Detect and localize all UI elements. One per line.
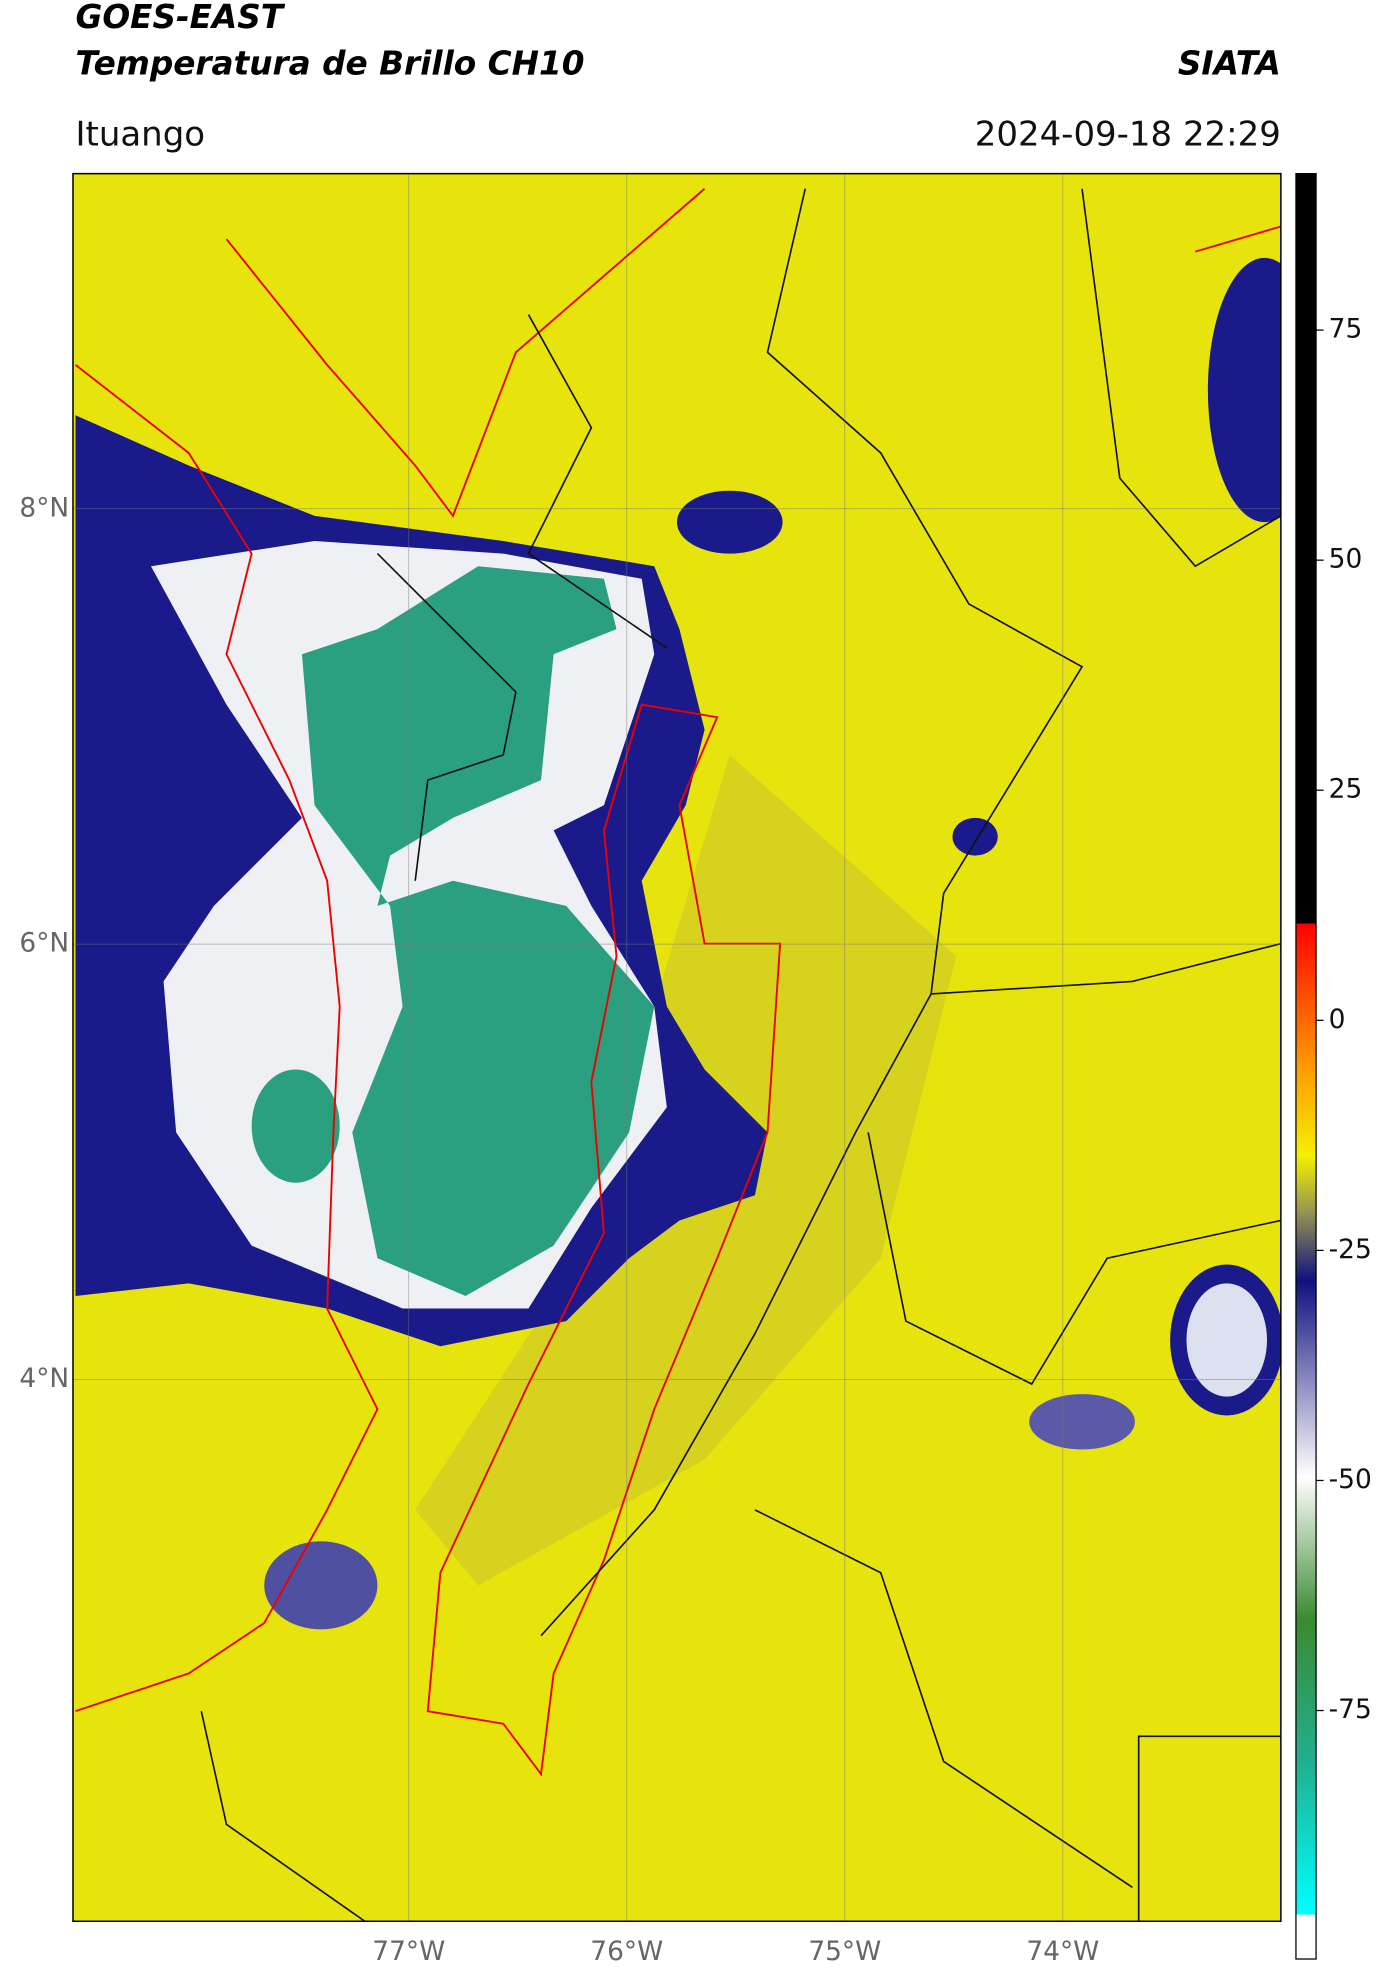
figure: GOES-EAST Temperatura de Brillo CH10 SIA… xyxy=(19,0,1371,1967)
timestamp: 2024-09-18 22:29 xyxy=(975,114,1281,154)
colorbar-tick-label: 75 xyxy=(1329,314,1363,345)
ticks: 77°W 76°W 75°W 74°W 8°N 6°N 4°N 75 50 25 0 -25 -50 -7… xyxy=(19,314,1371,1968)
boundary-antioquia xyxy=(426,703,782,1777)
cloud-coldest xyxy=(301,566,655,1296)
cloud-cold xyxy=(1207,257,1281,523)
colorbar-tick-label: -75 xyxy=(1329,1694,1372,1725)
x-tick-label: 75°W xyxy=(808,1936,881,1967)
title: GOES-EAST xyxy=(75,0,285,36)
colorbar-tick-label: 0 xyxy=(1329,1004,1346,1035)
cloud-cold xyxy=(264,1541,378,1630)
colorbar-tick-label: 25 xyxy=(1329,774,1363,805)
subtitle: Temperatura de Brillo CH10 xyxy=(75,44,584,82)
cloud-cold xyxy=(1029,1394,1135,1450)
y-tick-label: 4°N xyxy=(19,1363,69,1394)
map xyxy=(72,173,1281,1922)
x-tick-label: 77°W xyxy=(372,1936,445,1967)
x-tick-label: 74°W xyxy=(1026,1936,1099,1967)
cloud-colder xyxy=(1186,1283,1268,1397)
colorbar-tick-label: 50 xyxy=(1329,544,1363,575)
graticule xyxy=(72,173,1281,1922)
cloud-cold xyxy=(952,817,998,856)
location: Ituango xyxy=(75,114,205,154)
map-frame xyxy=(72,172,1282,1923)
cloud-cold xyxy=(676,490,783,554)
y-tick-label: 6°N xyxy=(19,928,69,959)
admin-border xyxy=(200,188,1281,1922)
colorbar xyxy=(1295,173,1317,1960)
coastline xyxy=(74,364,379,1713)
y-tick-label: 8°N xyxy=(19,492,69,523)
cloud-coldest xyxy=(251,1069,340,1183)
colorbar-tick-label: -50 xyxy=(1329,1464,1372,1495)
colorbar-tick-label: -25 xyxy=(1329,1234,1372,1265)
source: SIATA xyxy=(1178,44,1281,82)
x-tick-label: 76°W xyxy=(590,1936,663,1967)
coastline xyxy=(225,188,1281,518)
